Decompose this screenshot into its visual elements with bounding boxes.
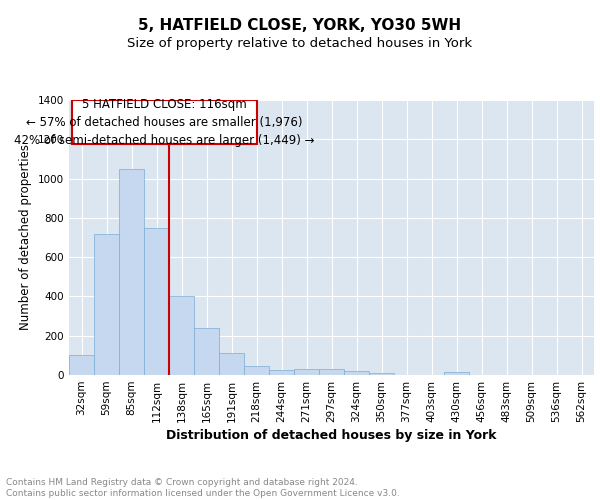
Bar bbox=[119, 169, 144, 375]
Bar bbox=[369, 373, 394, 375]
Bar bbox=[319, 369, 344, 375]
Y-axis label: Number of detached properties: Number of detached properties bbox=[19, 144, 32, 330]
FancyBboxPatch shape bbox=[71, 100, 257, 144]
Bar bbox=[169, 296, 194, 375]
Text: 5, HATFIELD CLOSE, YORK, YO30 5WH: 5, HATFIELD CLOSE, YORK, YO30 5WH bbox=[139, 18, 461, 32]
Bar bbox=[444, 372, 469, 375]
Bar bbox=[144, 228, 169, 375]
X-axis label: Distribution of detached houses by size in York: Distribution of detached houses by size … bbox=[166, 429, 497, 442]
Bar bbox=[194, 328, 219, 375]
Text: Size of property relative to detached houses in York: Size of property relative to detached ho… bbox=[127, 38, 473, 51]
Bar bbox=[219, 354, 244, 375]
Bar bbox=[344, 371, 369, 375]
Bar bbox=[244, 366, 269, 375]
Text: Contains HM Land Registry data © Crown copyright and database right 2024.
Contai: Contains HM Land Registry data © Crown c… bbox=[6, 478, 400, 498]
Bar bbox=[269, 370, 294, 375]
Bar bbox=[94, 234, 119, 375]
Bar bbox=[69, 356, 94, 375]
Bar bbox=[294, 369, 319, 375]
Text: 5 HATFIELD CLOSE: 116sqm
← 57% of detached houses are smaller (1,976)
42% of sem: 5 HATFIELD CLOSE: 116sqm ← 57% of detach… bbox=[14, 98, 314, 146]
